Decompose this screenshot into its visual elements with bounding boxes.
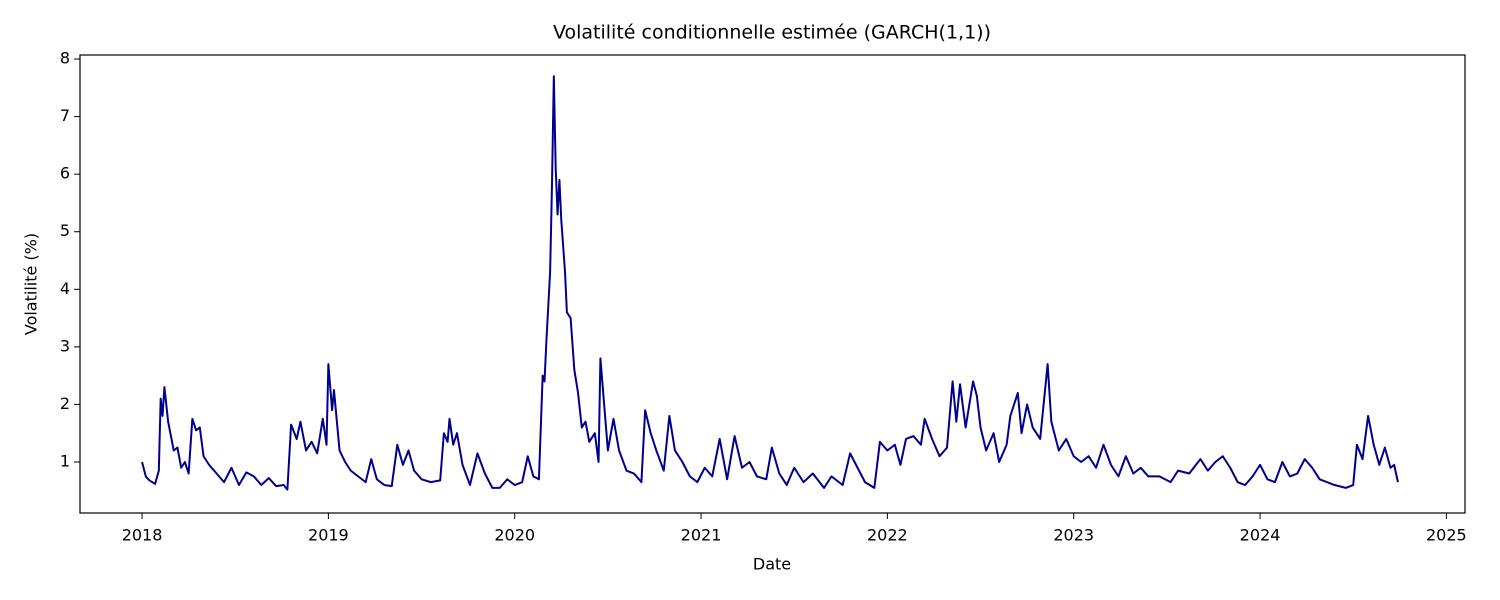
x-tick-label: 2022: [867, 526, 908, 545]
y-tick-label: 2: [60, 394, 70, 413]
x-tick-label: 2024: [1240, 526, 1281, 545]
x-tick-label: 2023: [1053, 526, 1094, 545]
x-axis-label: Date: [753, 555, 791, 574]
y-tick-label: 7: [60, 106, 70, 125]
x-tick-label: 2019: [308, 526, 349, 545]
plot-frame: [79, 54, 1466, 514]
y-tick-label: 6: [60, 164, 70, 183]
x-tick-label: 2018: [122, 526, 163, 545]
x-tick-label: 2020: [494, 526, 535, 545]
y-tick-label: 3: [60, 336, 70, 355]
y-tick-label: 4: [60, 279, 70, 298]
chart-title: Volatilité conditionnelle estimée (GARCH…: [553, 22, 991, 44]
y-tick-label: 8: [60, 49, 70, 68]
y-tick-label: 5: [60, 221, 70, 240]
x-tick-label: 2025: [1426, 526, 1467, 545]
volatility-line: [141, 75, 1399, 491]
y-tick-label: 1: [60, 451, 70, 470]
y-axis-label: Volatilité (%): [22, 233, 41, 335]
x-tick-label: 2021: [681, 526, 722, 545]
